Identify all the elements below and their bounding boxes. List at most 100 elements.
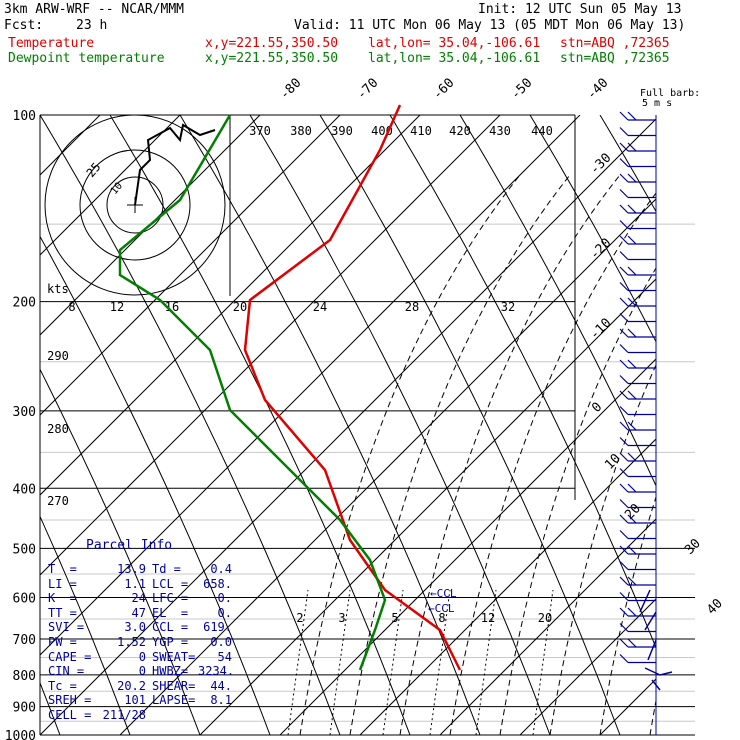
wind-barb-flag	[619, 189, 629, 198]
moist-adiabat-line	[399, 174, 621, 735]
dry-adiabat-line	[40, 368, 201, 735]
wind-barb-flag	[627, 173, 637, 183]
wind-barb-flag	[619, 576, 629, 586]
theta-left-label-270: 270	[47, 494, 69, 508]
parcel-value: 211/28	[102, 708, 146, 722]
hodograph-axis-label-16: 16	[165, 300, 179, 314]
parcel-value: 101	[124, 693, 146, 708]
mixing-ratio-line	[429, 589, 451, 736]
dry-adiabat-line	[319, 115, 621, 735]
hodograph-ring	[79, 149, 191, 261]
wind-barb-flag	[627, 111, 637, 121]
wind-barb-flag	[627, 576, 637, 586]
pressure-label-800: 800	[13, 669, 36, 684]
parcel-value: 0	[138, 664, 146, 679]
surface-wind-barbs	[644, 667, 673, 691]
moist-adiabat-line	[349, 174, 571, 735]
mixing-ratio-label-20: 20	[538, 611, 552, 625]
wind-barb-flag	[627, 452, 637, 462]
pressure-label-300: 300	[13, 405, 36, 420]
dry-adiabat-line	[40, 515, 131, 735]
isotherm-line	[40, 115, 501, 576]
mixing-ratio-line	[532, 589, 554, 736]
dry-adiabat-line	[389, 115, 656, 650]
theta-label-440: 440	[531, 124, 553, 138]
parcel-label-2: HWBZ=	[152, 664, 189, 679]
parcel-value: 20.2	[117, 678, 146, 693]
isotherm-label--50: -50	[508, 76, 535, 103]
parcel-label-2: LFC =	[152, 591, 189, 606]
wind-barb-flag	[619, 344, 629, 353]
moist-adiabat-line	[499, 267, 656, 735]
wind-barb-flag	[627, 235, 637, 245]
theta-label-420: 420	[449, 124, 471, 138]
isotherm-line	[519, 598, 656, 735]
parcel-value: 24	[131, 591, 146, 606]
moist-adiabat-line	[299, 174, 521, 735]
parcel-label-2: CCL =	[152, 620, 189, 635]
wind-barb-flag	[627, 421, 637, 431]
ccl-marker-2: ←CCL	[428, 602, 455, 615]
wind-barb-flag	[619, 251, 629, 260]
wind-barb-flag	[627, 266, 637, 276]
isotherm-line	[279, 358, 656, 735]
dry-adiabat-line	[529, 115, 656, 343]
temperature-latlon: lat,lon= 35.04,-106.61	[368, 36, 541, 51]
isotherm-label--70: -70	[354, 76, 381, 103]
pressure-label-100: 100	[13, 109, 36, 124]
theta-label-390: 390	[331, 124, 353, 138]
isotherm-label--10: -10	[587, 316, 614, 343]
parcel-value-2: 0.0	[210, 635, 232, 649]
parcel-value-2: 0.4	[210, 562, 232, 576]
temperature-stn: stn=ABQ ,72365	[560, 36, 670, 51]
hodograph-axis-label-8: 8	[68, 300, 75, 314]
isotherm-label-40: 40	[704, 596, 726, 618]
wind-barb-flag	[619, 127, 629, 136]
hodograph-units: kts	[47, 282, 69, 296]
parcel-label-2: Td =	[152, 562, 181, 576]
ccl-marker-1: ←CCL	[430, 587, 457, 600]
fcst-value: 23 h	[76, 18, 108, 33]
wind-legend-line-2: 5 m s	[642, 98, 672, 109]
isotherm-line	[359, 438, 656, 735]
mixing-ratio-line	[382, 589, 404, 736]
temperature-legend-label: Temperature	[8, 36, 95, 51]
dewpoint-legend-label: Dewpoint temperature	[8, 51, 165, 66]
fcst-label: Fcst:	[4, 18, 44, 33]
init-time: Init: 12 UTC Sun 05 May 13	[478, 2, 682, 17]
parcel-info-title: Parcel Info	[86, 538, 173, 553]
parcel-label: CAPE =	[48, 649, 92, 664]
hodograph-ring	[106, 176, 164, 234]
hodograph-trace	[134, 123, 216, 206]
isotherm-line	[119, 198, 656, 735]
mixing-ratio-label-12: 12	[481, 611, 495, 625]
mixing-ratio-label-5: 5	[391, 611, 398, 625]
parcel-label-2: YGP =	[152, 635, 189, 649]
parcel-label-2: LCL =	[152, 576, 189, 591]
parcel-value-2: 658.	[203, 576, 232, 591]
isotherm-line	[40, 115, 181, 256]
model-title: 3km ARW-WRF -- NCAR/MMM	[4, 2, 185, 17]
mixing-ratio-label-3: 3	[338, 611, 345, 625]
dry-adiabat-line	[599, 115, 656, 213]
pressure-label-200: 200	[13, 296, 36, 311]
parcel-value-2: 8.1	[210, 693, 232, 708]
parcel-value-2: 619.	[203, 620, 232, 635]
mixing-ratio-line	[329, 589, 351, 736]
pressure-label-900: 900	[13, 701, 36, 716]
wind-barb-flag	[619, 111, 629, 121]
isotherm-line	[40, 118, 656, 735]
wind-barb-flag	[619, 623, 629, 632]
wind-barb-flag	[619, 375, 629, 384]
wind-barb-flag	[619, 204, 629, 214]
wind-barb-flag	[627, 142, 637, 152]
isotherm-line	[40, 115, 581, 656]
wind-barb-flag	[627, 359, 637, 369]
hodograph-ring	[44, 114, 226, 296]
parcel-value-2: 44.	[210, 678, 232, 693]
parcel-label: SREH =	[48, 693, 92, 708]
dewpoint-xy: x,y=221.55,350.50	[205, 51, 339, 66]
hodograph-axis-label-32: 32	[501, 300, 515, 314]
wind-barb-flag	[619, 235, 629, 245]
isotherm-label-0: 0	[589, 400, 605, 416]
